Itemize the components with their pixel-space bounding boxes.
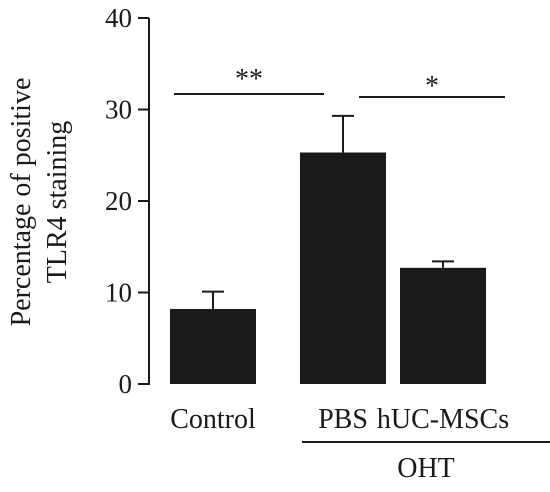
group-bracket: OHT — [302, 441, 550, 484]
significance-annotations: ** * — [174, 64, 505, 102]
y-tick-label: 10 — [105, 278, 132, 308]
y-tick-label: 30 — [105, 95, 132, 125]
group-label: OHT — [397, 453, 455, 484]
significance-label: * — [425, 71, 439, 102]
category-label: hUC-MSCs — [377, 404, 509, 435]
significance-label: ** — [235, 64, 263, 95]
y-axis-label-line-1: Percentage of positive — [6, 78, 37, 327]
bar-pbs — [300, 152, 386, 384]
bar-control — [170, 308, 256, 384]
y-tick-label: 40 — [105, 3, 132, 33]
y-axis-label: Percentage of positive TLR4 staining — [6, 78, 73, 327]
y-axis-label-line-2: TLR4 staining — [42, 121, 73, 284]
category-label: PBS — [318, 404, 368, 435]
y-tick-label: 0 — [119, 369, 133, 399]
bars: Control PBS hUC-MSCs — [170, 114, 509, 435]
category-label: Control — [170, 404, 256, 435]
y-tick-label: 20 — [105, 186, 132, 216]
bar-huc-mscs — [400, 267, 486, 384]
axes: 0 10 20 30 40 — [105, 3, 150, 399]
